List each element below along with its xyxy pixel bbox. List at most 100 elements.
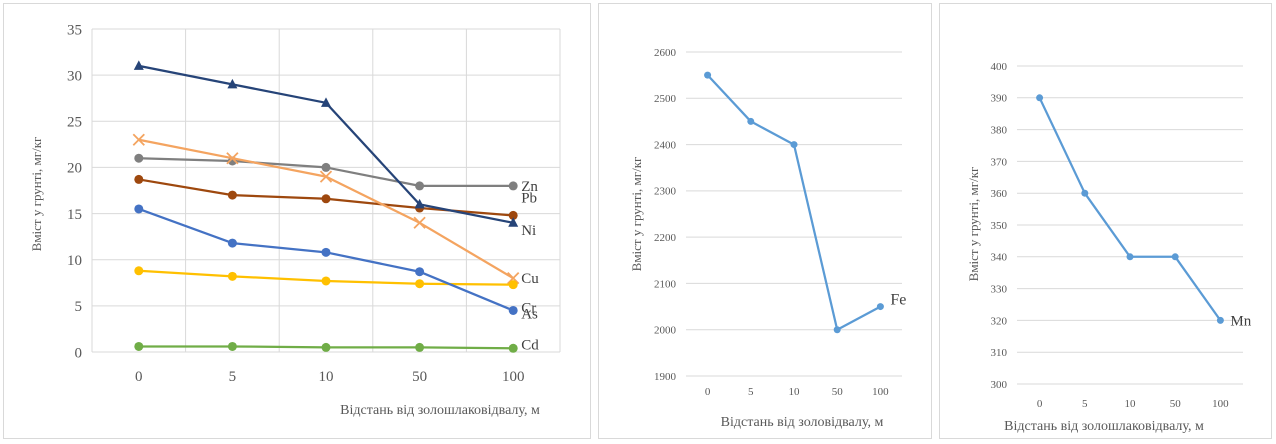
y-tick-label: 20 xyxy=(67,161,82,177)
data-point-mn xyxy=(1171,253,1179,261)
data-point-cu xyxy=(319,170,333,183)
chart-mn: 300 310 320 330 340 350 360 370 380 390 400 0 5 10 50 1… xyxy=(966,61,1252,434)
y-tick-label: 370 xyxy=(991,156,1008,168)
series-as: As xyxy=(134,204,538,322)
data-point-cr xyxy=(227,271,237,281)
data-point-as xyxy=(134,204,144,214)
series-line-fe xyxy=(706,74,881,331)
y-tick-label: 5 xyxy=(75,299,83,315)
data-point-fe xyxy=(704,71,712,79)
data-point-as xyxy=(415,267,425,277)
data-point-as xyxy=(321,247,331,257)
data-point-fe xyxy=(876,303,884,311)
y-axis-label: Вміст у грунті, мг/кг xyxy=(29,137,44,252)
data-point-zn xyxy=(321,162,331,172)
data-point-cr xyxy=(415,279,425,289)
y-tick-label: 15 xyxy=(67,207,82,223)
x-axis-label: Відстань від золошлаковідвалу, м xyxy=(340,403,540,418)
x-tick-label: 100 xyxy=(872,386,889,398)
x-tick-label: 10 xyxy=(1125,398,1137,410)
chart-heavy-metals: 0 5 10 15 20 25 30 35 0 5 10 50 100 Вміст у грунті, м… xyxy=(29,22,561,418)
y-tick-label: 30 xyxy=(67,68,82,84)
x-tick-label: 0 xyxy=(135,369,143,385)
series-label-fe: Fe xyxy=(890,292,906,309)
gridlines xyxy=(1017,65,1243,385)
series-line-zn xyxy=(138,157,514,188)
x-tick-label: 5 xyxy=(229,369,237,385)
chart-fe: 1900 2000 2100 2200 2300 2400 2500 2600 0 5 10 50 10… xyxy=(629,47,906,430)
data-point-zn xyxy=(415,181,425,191)
y-tick-label: 310 xyxy=(991,347,1008,359)
y-tick-label: 2500 xyxy=(654,93,677,105)
x-tick-label: 50 xyxy=(1170,398,1182,410)
data-point-pb xyxy=(321,194,331,204)
series-cr: Cr xyxy=(134,266,536,317)
x-tick-label: 0 xyxy=(705,386,711,398)
y-tick-label: 360 xyxy=(991,188,1008,200)
data-point-cd xyxy=(134,341,144,351)
series-label-as: As xyxy=(521,306,538,322)
data-point-cr xyxy=(508,280,518,290)
data-point-cd xyxy=(508,343,518,353)
y-tick-label: 0 xyxy=(75,345,83,361)
y-tick-label: 390 xyxy=(991,93,1008,105)
data-point-mn xyxy=(1036,94,1044,102)
y-tick-label: 10 xyxy=(67,253,82,269)
data-point-ni xyxy=(414,198,425,209)
series-label-ni: Ni xyxy=(521,223,536,239)
x-tick-label: 5 xyxy=(748,386,754,398)
y-tick-label: 350 xyxy=(991,220,1008,232)
series-mn: Mn xyxy=(1036,94,1252,329)
data-point-cu xyxy=(507,272,520,285)
series-label-cu: Cu xyxy=(521,271,539,287)
y-tick-label: 2400 xyxy=(654,139,677,151)
series-label-mn: Mn xyxy=(1230,313,1251,329)
data-point-ni xyxy=(508,217,519,227)
series-ni: Ni xyxy=(133,60,536,239)
y-tick-label: 1900 xyxy=(654,371,677,383)
chart-panel-heavy-metals: 0 5 10 15 20 25 30 35 0 5 10 50 100 Вміст у грунті, м… xyxy=(3,3,591,439)
y-tick-label: 2000 xyxy=(654,325,677,337)
data-point-zn xyxy=(134,153,144,163)
data-point-cu xyxy=(226,152,239,165)
chart-panel-fe: 1900 2000 2100 2200 2300 2400 2500 2600 0 5 10 50 10… xyxy=(598,3,932,439)
series-cd: Cd xyxy=(134,337,539,353)
y-tick-label: 330 xyxy=(991,283,1008,295)
data-point-pb xyxy=(134,174,144,184)
y-tick-label: 35 xyxy=(67,22,82,38)
y-tick-label: 300 xyxy=(991,379,1008,391)
data-point-ni xyxy=(321,97,331,107)
x-tick-label: 50 xyxy=(832,386,844,398)
data-point-zn xyxy=(508,181,518,191)
y-tick-label: 320 xyxy=(991,315,1008,327)
y-tick-label: 2600 xyxy=(654,47,677,59)
series-label-pb: Pb xyxy=(521,190,537,206)
x-axis-label: Відстань від золовідвалу, м xyxy=(721,415,884,430)
data-point-fe xyxy=(833,326,841,334)
y-tick-label: 400 xyxy=(991,61,1008,73)
data-point-mn xyxy=(1216,316,1224,324)
gridlines xyxy=(686,51,902,377)
series-label-cd: Cd xyxy=(521,337,539,353)
data-point-pb xyxy=(227,190,237,200)
data-point-cd xyxy=(227,341,237,351)
gridlines xyxy=(91,28,561,353)
y-axis-label: Вміст у грунті, мг/кг xyxy=(629,157,644,272)
y-tick-label: 380 xyxy=(991,124,1008,136)
x-tick-label: 100 xyxy=(1212,398,1229,410)
x-tick-label: 50 xyxy=(412,369,427,385)
y-tick-label: 2200 xyxy=(654,232,677,244)
data-point-as xyxy=(508,305,518,315)
series-label-zn: Zn xyxy=(521,179,538,195)
data-point-mn xyxy=(1126,253,1134,261)
data-point-pb xyxy=(508,210,518,220)
data-point-fe xyxy=(790,141,798,149)
data-point-as xyxy=(227,238,237,248)
x-tick-label: 100 xyxy=(502,369,525,385)
data-point-cu xyxy=(413,216,426,229)
x-tick-label: 10 xyxy=(319,369,334,385)
data-point-ni xyxy=(227,78,238,89)
data-point-cr xyxy=(134,266,144,276)
series-cu: Cu xyxy=(132,133,539,287)
x-axis-label: Відстань від золошлаковідвалу, м xyxy=(1004,419,1204,434)
